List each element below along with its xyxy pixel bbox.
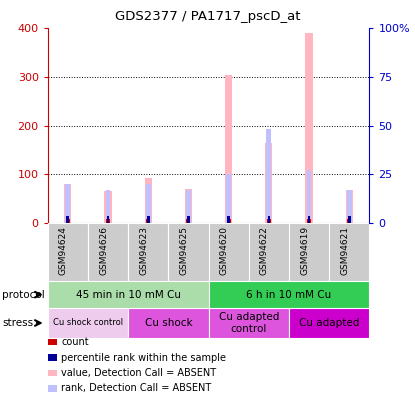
Bar xyxy=(64,184,71,223)
Bar xyxy=(106,219,110,223)
Bar xyxy=(146,184,151,223)
Bar xyxy=(186,190,191,223)
Bar xyxy=(107,216,110,223)
Bar xyxy=(66,219,70,223)
Bar xyxy=(66,184,70,223)
Bar xyxy=(308,216,310,223)
Text: 6 h in 10 mM Cu: 6 h in 10 mM Cu xyxy=(247,290,332,300)
Bar xyxy=(307,170,311,223)
Bar xyxy=(144,178,152,223)
Text: GSM94622: GSM94622 xyxy=(260,226,269,275)
Bar xyxy=(227,216,230,223)
Text: Cu shock control: Cu shock control xyxy=(53,318,123,328)
Text: percentile rank within the sample: percentile rank within the sample xyxy=(61,353,226,362)
Bar xyxy=(105,191,112,223)
Bar xyxy=(88,223,128,281)
Text: count: count xyxy=(61,337,89,347)
Bar xyxy=(305,33,312,223)
Bar xyxy=(227,219,231,223)
Bar xyxy=(105,190,110,223)
Bar xyxy=(209,281,369,308)
Bar xyxy=(209,223,249,281)
Text: GSM94619: GSM94619 xyxy=(300,226,309,275)
Bar xyxy=(186,219,190,223)
Text: GSM94621: GSM94621 xyxy=(340,226,349,275)
Bar xyxy=(48,223,88,281)
Bar xyxy=(128,223,168,281)
Text: GSM94625: GSM94625 xyxy=(179,226,188,275)
Bar xyxy=(347,190,352,223)
Text: protocol: protocol xyxy=(2,290,45,300)
Text: GSM94623: GSM94623 xyxy=(139,226,148,275)
Bar xyxy=(267,219,271,223)
Bar xyxy=(48,281,209,308)
Text: GSM94626: GSM94626 xyxy=(99,226,108,275)
Text: 45 min in 10 mM Cu: 45 min in 10 mM Cu xyxy=(76,290,181,300)
Bar xyxy=(185,189,192,223)
Text: rank, Detection Call = ABSENT: rank, Detection Call = ABSENT xyxy=(61,384,211,393)
Bar xyxy=(249,223,289,281)
Bar xyxy=(289,223,329,281)
Bar xyxy=(266,130,271,223)
Bar xyxy=(348,216,351,223)
Bar xyxy=(146,219,150,223)
Text: GSM94624: GSM94624 xyxy=(59,226,68,275)
Text: Cu adapted
control: Cu adapted control xyxy=(219,312,279,334)
Bar xyxy=(329,223,369,281)
Bar xyxy=(265,143,273,223)
Bar xyxy=(187,216,190,223)
Bar xyxy=(128,308,209,338)
Text: stress: stress xyxy=(2,318,33,328)
Bar xyxy=(209,308,289,338)
Bar xyxy=(347,219,351,223)
Bar xyxy=(168,223,209,281)
Text: value, Detection Call = ABSENT: value, Detection Call = ABSENT xyxy=(61,368,216,378)
Bar xyxy=(147,216,149,223)
Bar xyxy=(268,216,270,223)
Text: GSM94620: GSM94620 xyxy=(220,226,229,275)
Bar xyxy=(225,75,232,223)
Text: Cu shock: Cu shock xyxy=(144,318,192,328)
Text: Cu adapted: Cu adapted xyxy=(299,318,359,328)
Text: GDS2377 / PA1717_pscD_at: GDS2377 / PA1717_pscD_at xyxy=(115,10,300,23)
Bar xyxy=(66,216,69,223)
Bar xyxy=(48,308,128,338)
Bar xyxy=(346,190,353,223)
Bar xyxy=(307,219,311,223)
Bar xyxy=(226,174,231,223)
Bar xyxy=(289,308,369,338)
